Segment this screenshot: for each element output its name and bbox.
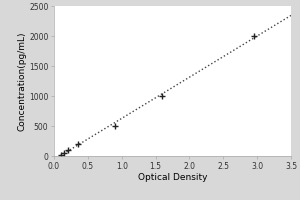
Y-axis label: Concentration(pg/mL): Concentration(pg/mL) xyxy=(17,31,26,131)
X-axis label: Optical Density: Optical Density xyxy=(138,173,207,182)
